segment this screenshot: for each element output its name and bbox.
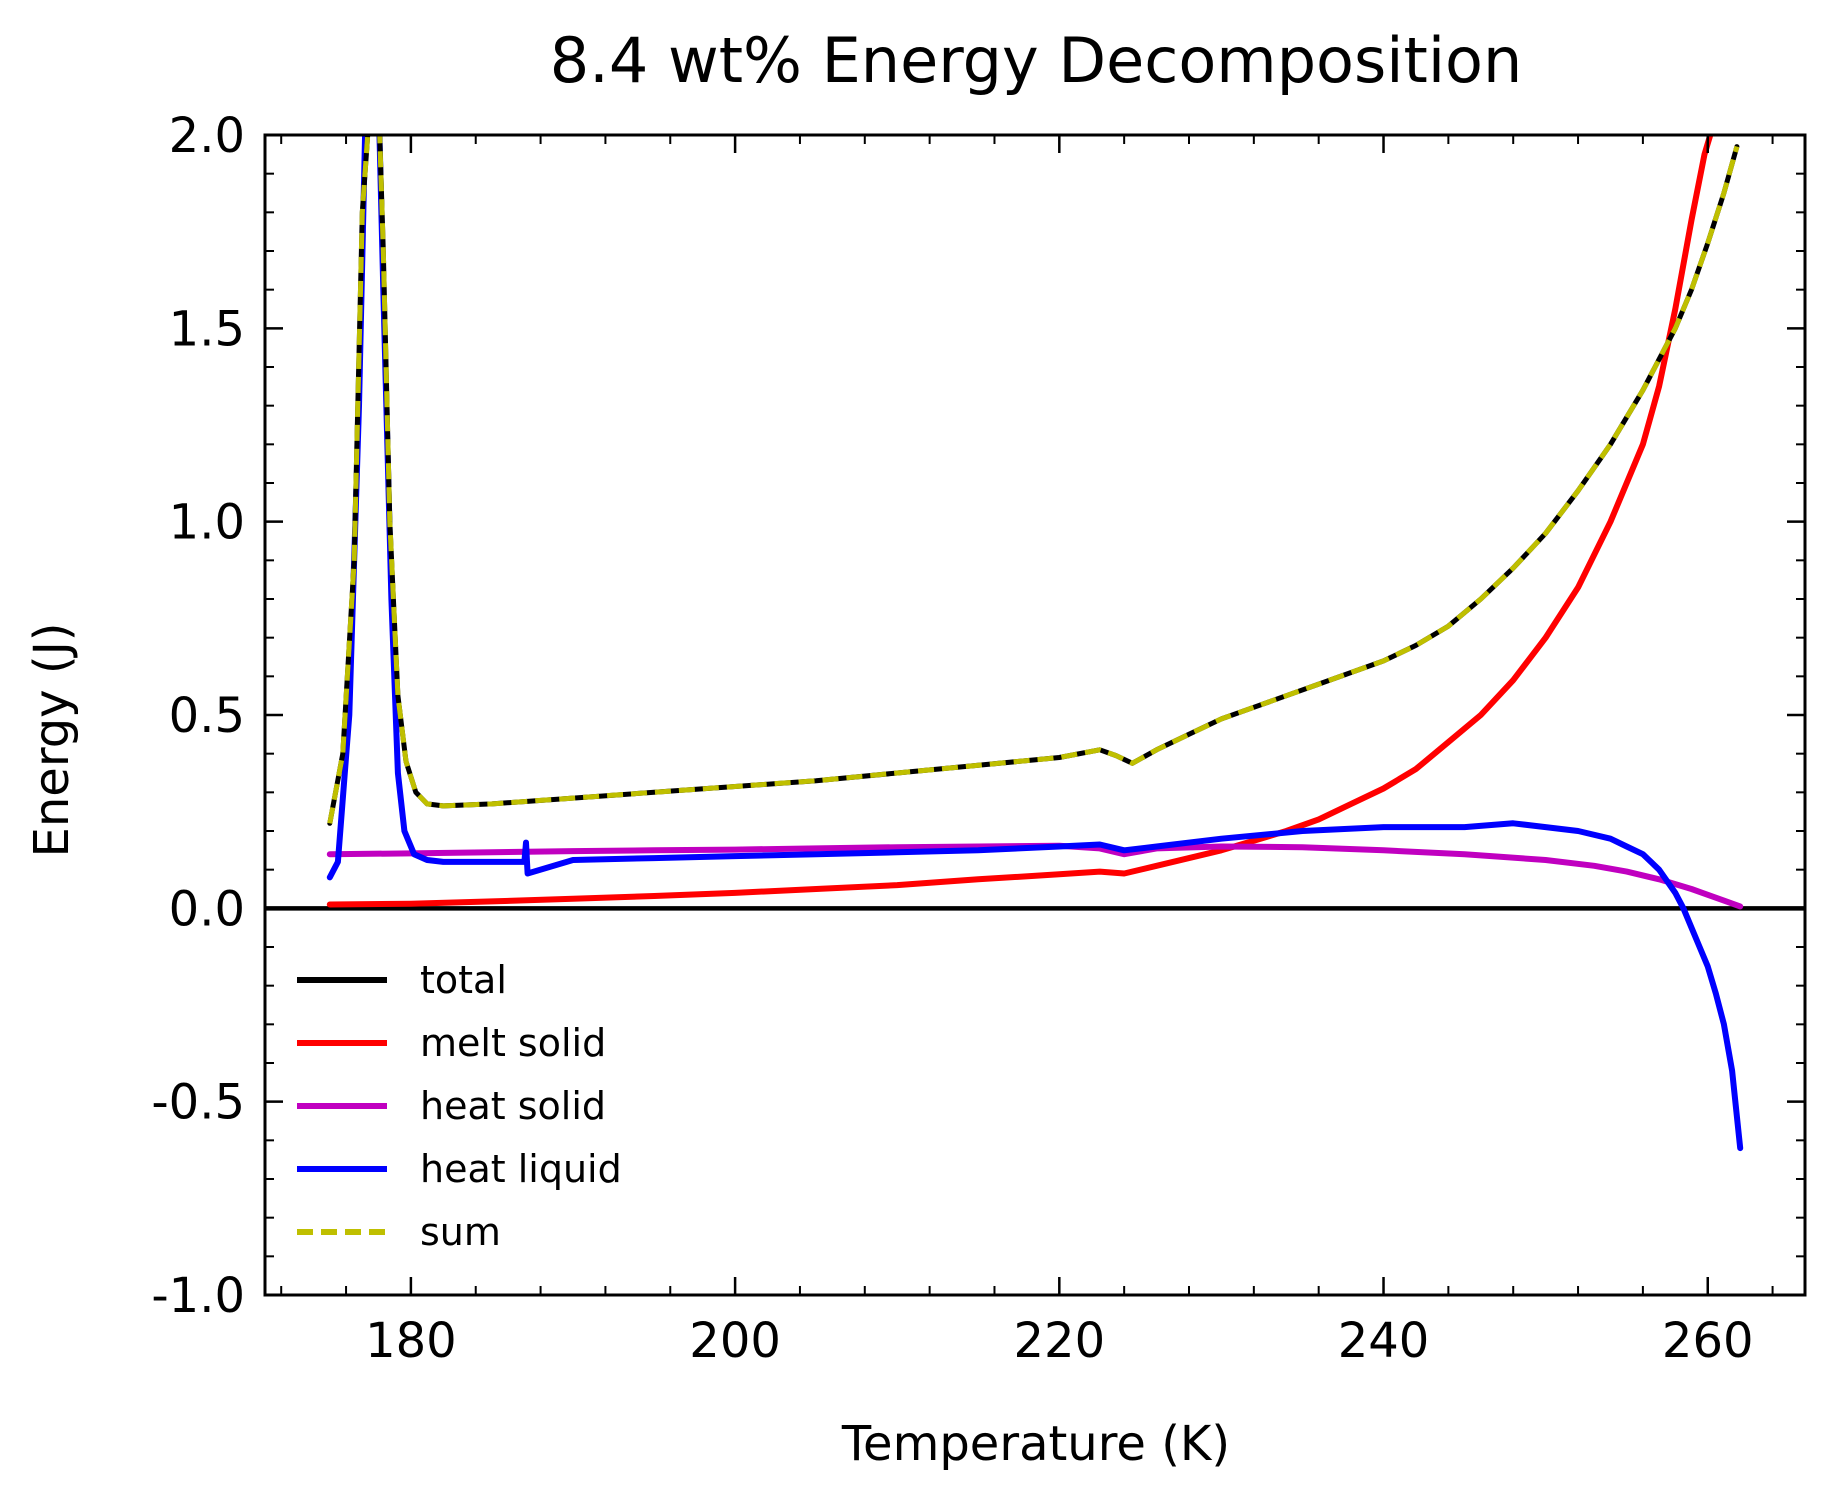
legend-label-total: total — [420, 958, 507, 1002]
legend: total melt solid heat solid heat liquid sum — [297, 958, 622, 1254]
legend-label-heat-liquid: heat liquid — [420, 1147, 622, 1191]
legend-label-heat-solid: heat solid — [420, 1084, 606, 1128]
x-axis-label: Temperature (K) — [841, 1416, 1230, 1472]
series-line-total — [327, 135, 1740, 826]
y-tick-label: -1.0 — [151, 1268, 245, 1324]
y-tick-label: 1.5 — [169, 301, 245, 357]
y-tick-label: 1.0 — [169, 495, 245, 551]
ticks-layer: 180 200 220 240 260 -1.0 -0.5 0.0 0.5 1.0 1.5 2.0 — [151, 108, 1805, 1369]
x-tick-label: 220 — [1014, 1313, 1106, 1369]
series-line-heat-liquid — [326, 135, 1744, 1152]
y-tick-label: 2.0 — [169, 108, 245, 164]
x-tick-label: 200 — [689, 1313, 781, 1369]
legend-label-sum: sum — [420, 1210, 501, 1254]
chart-title: 8.4 wt% Energy Decomposition — [550, 24, 1523, 97]
series-layer — [326, 135, 1744, 1152]
y-tick-label: 0.0 — [169, 881, 245, 937]
plot-frame — [263, 133, 1807, 1297]
x-tick-label: 180 — [365, 1313, 457, 1369]
series-line-sum — [327, 135, 1740, 824]
y-tick-label: 0.5 — [169, 688, 245, 744]
x-tick-label: 240 — [1338, 1313, 1430, 1369]
legend-label-melt-solid: melt solid — [420, 1021, 606, 1065]
series-line-melt-solid — [326, 135, 1714, 908]
x-tick-label: 260 — [1662, 1313, 1754, 1369]
y-axis-label: Energy (J) — [24, 623, 80, 858]
y-tick-label: -0.5 — [151, 1075, 245, 1131]
